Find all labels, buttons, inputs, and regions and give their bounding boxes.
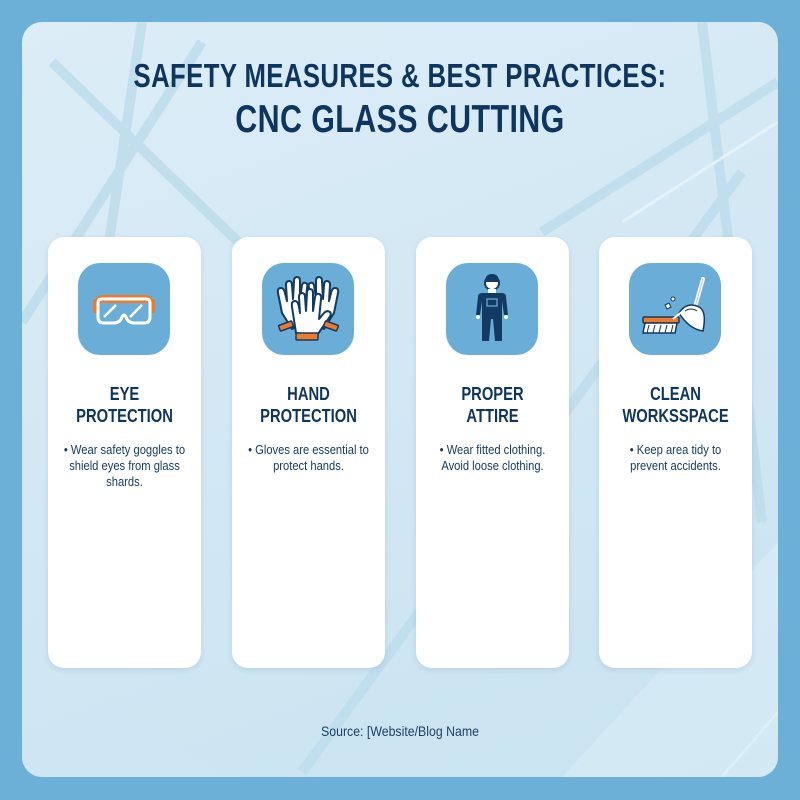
card-description: • Wear fitted clothing. Avoid loose clot… bbox=[439, 442, 546, 473]
gloves-icon bbox=[262, 263, 354, 355]
card-eye-protection: EYE PROTECTION • Wear safety goggles to … bbox=[48, 237, 201, 668]
card-title: HAND PROTECTION bbox=[260, 384, 357, 426]
title-line-1: SAFETY MEASURES & BEST PRACTICES: bbox=[133, 57, 667, 94]
card-description: • Wear safety goggles to shield eyes fro… bbox=[63, 442, 186, 489]
card-proper-attire: PROPER ATTIRE • Wear fitted clothing. Av… bbox=[416, 237, 569, 668]
card-title: EYE PROTECTION bbox=[76, 384, 173, 426]
worker-overalls-icon bbox=[446, 263, 538, 355]
card-hand-protection: HAND PROTECTION • Gloves are essential t… bbox=[232, 237, 385, 668]
title-line-2: CNC GLASS CUTTING bbox=[235, 98, 565, 141]
broom-dustpan-icon bbox=[629, 263, 721, 355]
page-title: SAFETY MEASURES & BEST PRACTICES: CNC GL… bbox=[105, 56, 695, 144]
infographic-panel: SAFETY MEASURES & BEST PRACTICES: CNC GL… bbox=[22, 22, 778, 777]
card-title: PROPER ATTIRE bbox=[461, 384, 524, 426]
card-description: • Gloves are essential to protect hands. bbox=[248, 442, 369, 473]
card-description: • Keep area tidy to prevent accidents. bbox=[629, 442, 722, 473]
safety-goggles-icon bbox=[78, 263, 170, 355]
card-clean-workspace: CLEAN WORKSSPACE • Keep area tidy to pre… bbox=[599, 237, 752, 668]
source-credit: Source: [Website/Blog Name bbox=[321, 723, 479, 739]
card-title: CLEAN WORKSSPACE bbox=[622, 384, 729, 426]
